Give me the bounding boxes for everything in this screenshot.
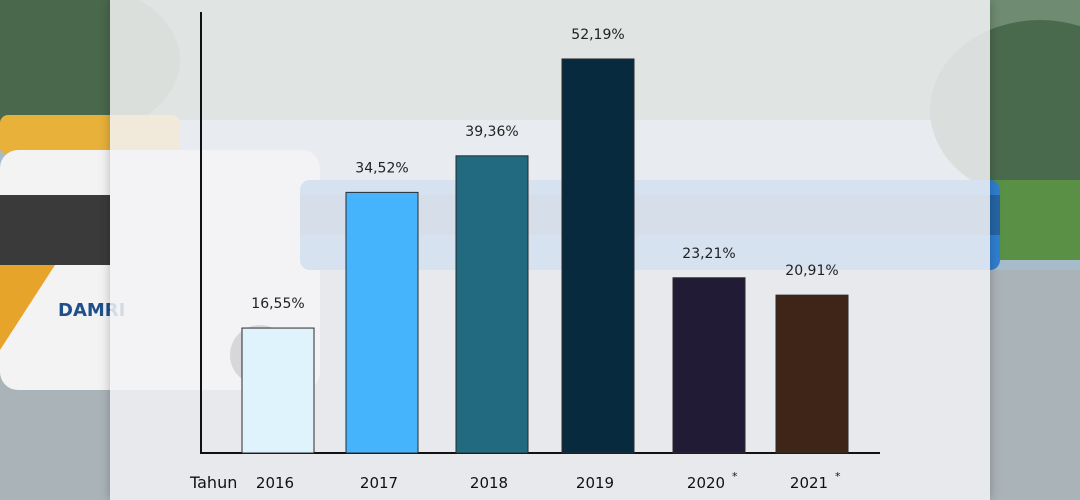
bar-2016 [241, 327, 315, 454]
value-label-2020: 23,21% [682, 246, 735, 262]
tick-label-2019: 2019 [576, 474, 614, 492]
bar-2020 [672, 277, 746, 454]
tick-label-2017: 2017 [360, 474, 398, 492]
tick-marker-2021: * [835, 470, 841, 483]
tick-marker-2020: * [732, 470, 738, 483]
tick-label-2020: 2020 [687, 474, 725, 492]
value-label-2021: 20,91% [785, 263, 838, 279]
value-label-2017: 34,52% [355, 160, 408, 176]
value-label-2018: 39,36% [465, 124, 518, 140]
x-axis-label: Tahun [189, 473, 237, 492]
bar-2021 [775, 294, 849, 454]
value-label-2016: 16,55% [251, 296, 304, 312]
tick-label-2021: 2021 [790, 474, 828, 492]
bar-2019 [561, 58, 635, 454]
tick-label-2018: 2018 [470, 474, 508, 492]
damri-logo-text: DAMRI [58, 300, 125, 321]
tick-label-2016: 2016 [256, 474, 294, 492]
bar-2017 [345, 191, 419, 454]
bar-2018 [455, 155, 529, 454]
value-label-2019: 52,19% [571, 27, 624, 43]
